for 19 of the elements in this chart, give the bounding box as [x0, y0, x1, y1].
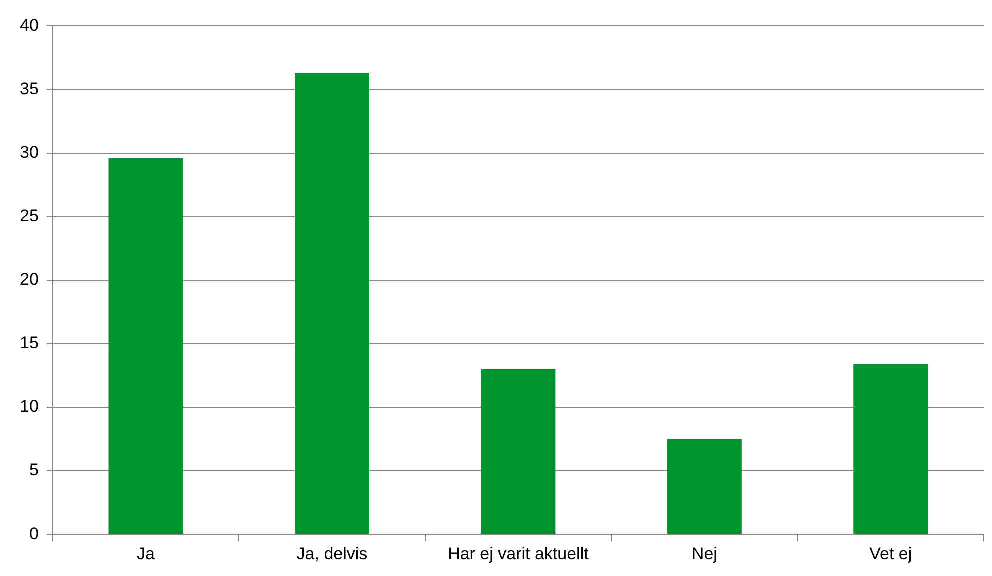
bar	[854, 364, 928, 534]
y-tick-label: 10	[20, 397, 39, 416]
bar	[108, 158, 184, 534]
bar	[481, 369, 556, 534]
x-tick-label: Ja, delvis	[296, 544, 368, 564]
x-tick-label: Vet ej	[870, 544, 912, 564]
y-tick-label: 25	[20, 206, 39, 226]
x-tick-label: Nej	[692, 544, 718, 564]
y-tick-label: 5	[29, 460, 39, 480]
y-tick-label: 20	[20, 270, 39, 290]
x-tick-label: Ja	[137, 544, 156, 564]
y-tick-label: 35	[20, 79, 39, 98]
y-tick-label: 40	[20, 16, 39, 35]
y-tick-label: 0	[29, 524, 39, 544]
bar	[294, 73, 370, 534]
x-tick-label: Har ej varit aktuellt	[448, 544, 590, 564]
y-tick-label: 15	[20, 334, 39, 353]
y-tick-label: 30	[20, 142, 39, 162]
bar	[667, 439, 742, 534]
